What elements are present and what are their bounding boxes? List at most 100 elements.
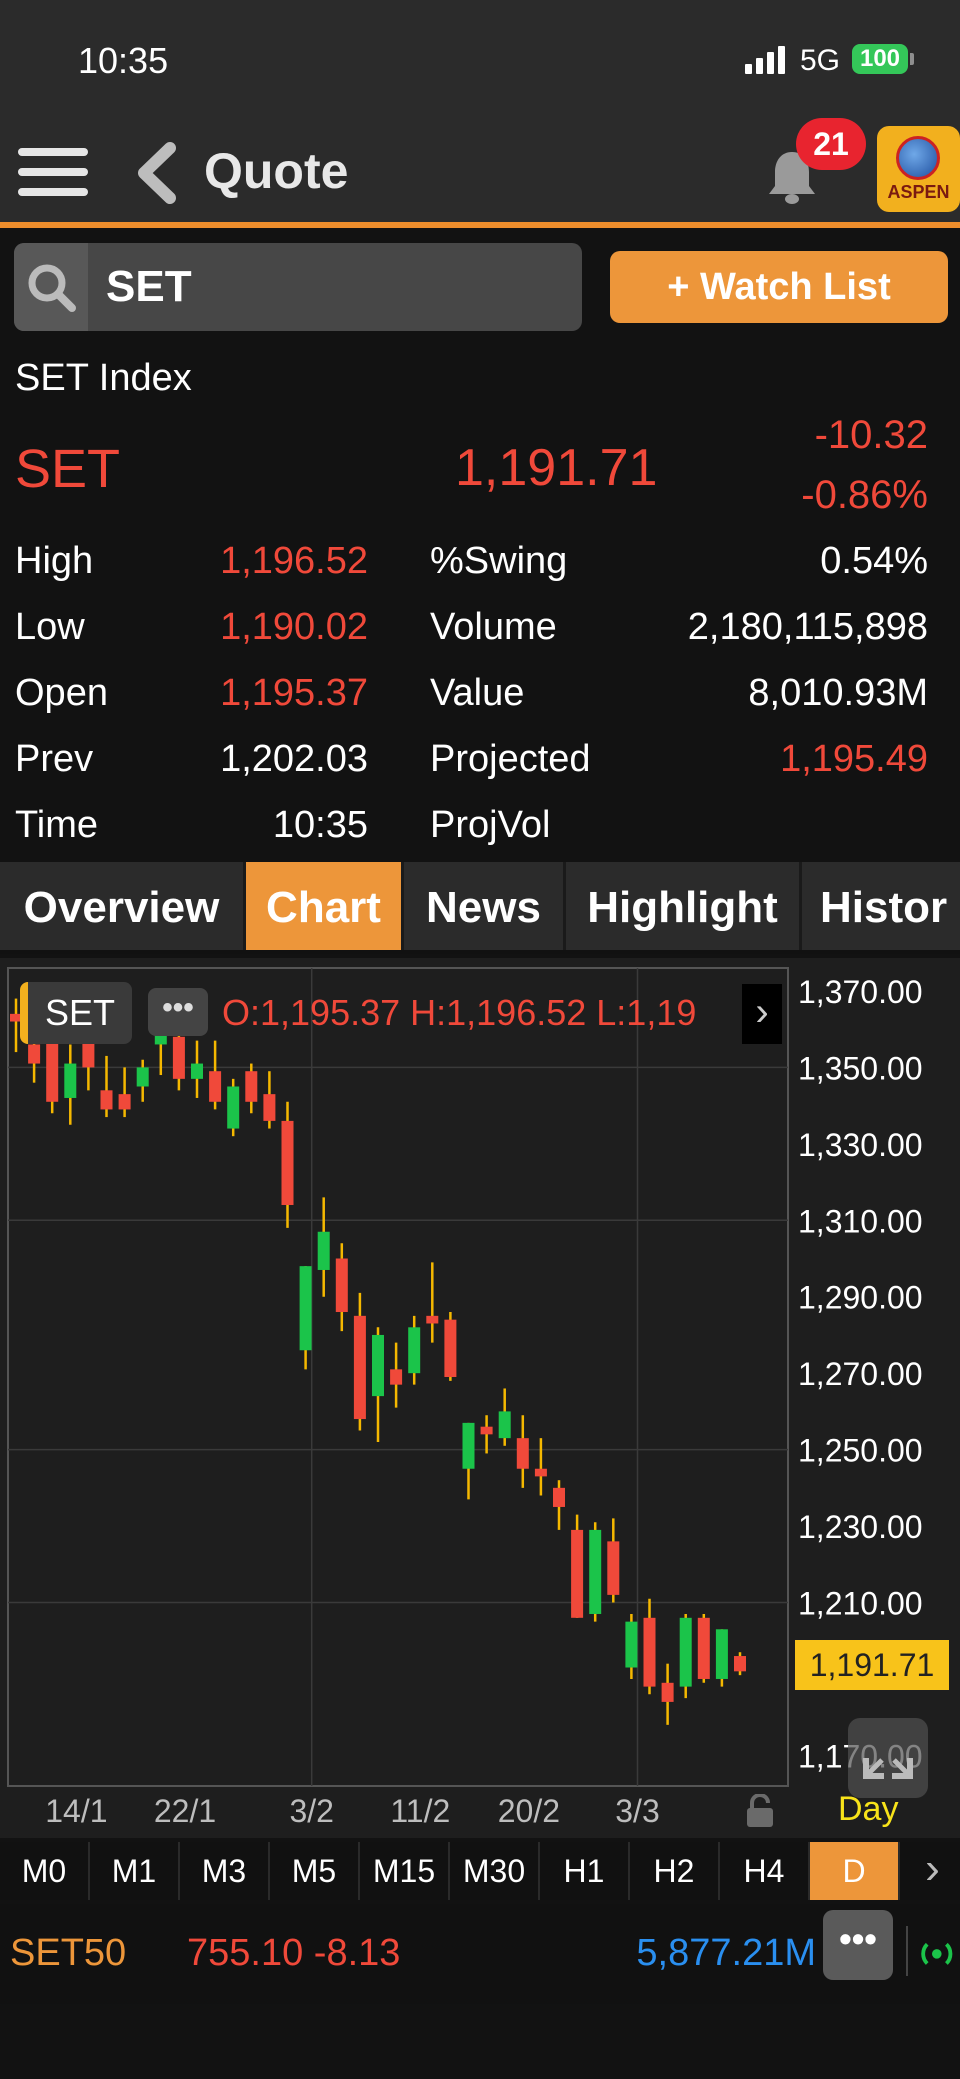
stat-label: %Swing (430, 540, 568, 582)
candle-body (679, 1617, 692, 1687)
bottom-ticker[interactable]: SET50 755.10 -8.13 5,877.21M ••• (0, 1904, 960, 2004)
candle-body (498, 1411, 511, 1439)
candle-body (625, 1621, 638, 1668)
price-change: -10.32 (814, 413, 928, 457)
candle-body (118, 1094, 131, 1110)
aspen-logo[interactable]: ASPEN (877, 126, 960, 212)
back-chevron-icon[interactable] (132, 142, 182, 204)
y-tick-label: 1,350.00 (798, 1050, 923, 1086)
timeframe-m5[interactable]: M5 (270, 1842, 360, 1900)
candle-body (715, 1629, 728, 1679)
x-tick-label: 3/2 (289, 1793, 333, 1829)
symbol-full-name: SET Index (15, 357, 192, 399)
stat-value: 1,190.02 (220, 606, 368, 648)
candle-body (100, 1090, 113, 1110)
current-price-tag: 1,191.71 (795, 1640, 949, 1690)
candle-body (516, 1438, 529, 1469)
stat-value: 0.54% (820, 540, 928, 582)
candle-body (444, 1319, 457, 1377)
ohlc-readout: O:1,195.37 H:1,196.52 L:1,19 (222, 992, 697, 1033)
chart-symbol-chip[interactable]: SET (20, 982, 132, 1044)
lock-icon[interactable] (744, 1794, 776, 1828)
candle-body (697, 1617, 710, 1679)
timeframe-h4[interactable]: H4 (720, 1842, 810, 1900)
x-tick-label: 20/2 (498, 1793, 560, 1829)
candle-body (534, 1468, 547, 1477)
candle-body (643, 1617, 656, 1687)
home-indicator-area (0, 2004, 960, 2079)
period-label: Day (838, 1790, 899, 1828)
ticker-symbol[interactable]: SET50 (10, 1932, 127, 1974)
logo-text: ASPEN (887, 182, 950, 202)
stat-label: Open (15, 672, 108, 714)
chevron-right-icon[interactable]: › (742, 984, 782, 1044)
timeframe-m15[interactable]: M15 (360, 1842, 450, 1900)
candle-body (46, 1025, 59, 1102)
timeframe-h2[interactable]: H2 (630, 1842, 720, 1900)
stat-value: 8,010.93M (748, 672, 928, 714)
tab-bar: Overview Chart News Highlight Histor (0, 862, 960, 954)
candle-body (589, 1529, 602, 1614)
y-tick-label: 1,370.00 (798, 974, 923, 1010)
menu-icon[interactable] (18, 142, 90, 202)
expand-icon[interactable] (848, 1718, 928, 1798)
candle-body (191, 1063, 203, 1079)
ticker-more-button[interactable]: ••• (823, 1910, 893, 1980)
candle-body (317, 1231, 330, 1270)
stat-value: 1,196.52 (220, 540, 368, 582)
timeframe-h1[interactable]: H1 (540, 1842, 630, 1900)
candle-body (462, 1422, 475, 1469)
candle-body (245, 1071, 258, 1102)
chart-more-button[interactable]: ••• (148, 988, 208, 1036)
last-price: 1,191.71 (455, 439, 658, 497)
tab-highlight[interactable]: Highlight (566, 862, 802, 950)
tab-overview[interactable]: Overview (0, 862, 246, 950)
stat-label: Prev (15, 738, 94, 780)
stat-value: 1,202.03 (220, 738, 368, 780)
candle-body (607, 1541, 620, 1595)
stat-label: Volume (430, 606, 557, 648)
candle-body (28, 1044, 41, 1064)
y-tick-label: 1,270.00 (798, 1356, 923, 1392)
candle-body (64, 1063, 77, 1098)
y-tick-label: 1,290.00 (798, 1280, 923, 1316)
timeframe-m3[interactable]: M3 (180, 1842, 270, 1900)
status-time: 10:35 (78, 40, 169, 81)
tab-news[interactable]: News (404, 862, 566, 950)
timeframe-d[interactable]: D (810, 1842, 900, 1900)
search-input[interactable] (106, 243, 566, 331)
header-divider (0, 222, 960, 228)
y-tick-label: 1,210.00 (798, 1586, 923, 1622)
symbol-code: SET (15, 439, 121, 499)
ticker-value: 5,877.21M (636, 1932, 816, 1974)
timeframe-m30[interactable]: M30 (450, 1842, 540, 1900)
plot-frame (7, 967, 789, 1787)
stat-label: Value (430, 672, 525, 714)
candlestick-chart[interactable]: 1,370.00 1,350.00 1,330.00 1,310.00 1,290.00… (0, 958, 960, 1838)
cellular-signal-icon (745, 46, 787, 74)
globe-icon (896, 136, 940, 180)
chevron-right-icon[interactable]: › (925, 1844, 940, 1893)
candle-body (136, 1067, 149, 1087)
candle-body (426, 1315, 439, 1324)
candle-body (390, 1369, 403, 1385)
timeframe-m0[interactable]: M0 (0, 1842, 90, 1900)
stat-label: Low (15, 606, 85, 648)
add-watchlist-button[interactable]: + Watch List (610, 251, 948, 323)
price-chart[interactable]: 1,370.00 1,350.00 1,330.00 1,310.00 1,290.00… (0, 958, 960, 1838)
percent-change: -0.86% (801, 473, 928, 517)
search-icon[interactable] (14, 243, 88, 331)
notification-badge[interactable]: 21 (796, 118, 866, 170)
stat-label: Time (15, 804, 99, 846)
connection-status-icon (906, 1926, 953, 1976)
candle-body (734, 1656, 746, 1672)
tab-history[interactable]: Histor (802, 862, 960, 950)
stat-label: High (15, 540, 94, 582)
timeframe-m1[interactable]: M1 (90, 1842, 180, 1900)
battery-tip (910, 53, 914, 65)
stat-label: Projected (430, 738, 591, 780)
tab-chart[interactable]: Chart (246, 862, 404, 950)
candle-body (10, 1013, 22, 1022)
x-tick-label: 14/1 (45, 1793, 107, 1829)
search-box[interactable] (14, 243, 582, 331)
